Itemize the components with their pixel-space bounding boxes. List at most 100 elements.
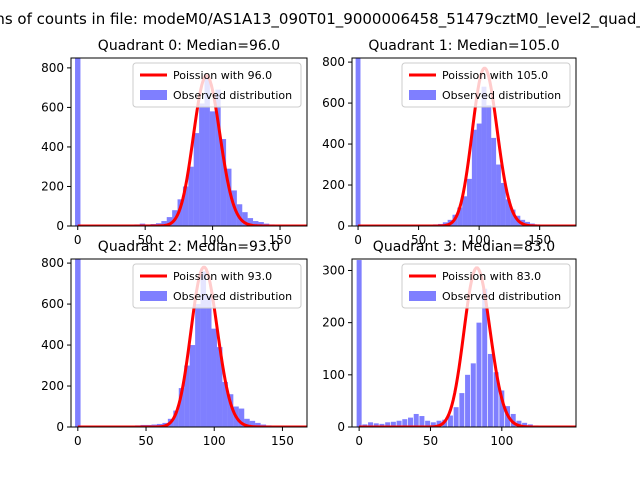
histogram-bar xyxy=(258,222,264,226)
histogram-bar xyxy=(465,374,471,427)
legend-label-poisson: Poission with 96.0 xyxy=(173,69,272,82)
histogram-bar xyxy=(413,413,419,427)
histogram-bar xyxy=(178,388,185,427)
y-tick-label: 800 xyxy=(322,55,345,69)
histogram-bar xyxy=(238,408,245,427)
histogram-bar xyxy=(462,196,468,226)
y-tick-label: 600 xyxy=(41,100,64,114)
x-tick-label: 100 xyxy=(201,233,224,247)
histogram-bar xyxy=(499,390,505,427)
histogram-bar xyxy=(184,365,190,427)
y-tick-label: 800 xyxy=(41,256,64,270)
legend-label-poisson: Poission with 83.0 xyxy=(442,270,541,283)
legend-label-poisson: Poission with 93.0 xyxy=(173,270,272,283)
histogram-bar xyxy=(500,182,506,226)
histogram-bar xyxy=(249,420,256,427)
histogram-bar xyxy=(482,288,488,427)
x-tick-label: 100 xyxy=(203,434,226,448)
x-tick-label: 150 xyxy=(269,233,292,247)
histogram-bar xyxy=(396,420,402,427)
x-tick-label: 150 xyxy=(271,434,294,448)
histogram-bar xyxy=(253,221,259,226)
histogram-bar xyxy=(242,212,248,226)
legend-patch-swatch xyxy=(140,90,167,100)
histogram-bar xyxy=(356,260,362,427)
histogram-bar xyxy=(209,111,216,226)
axes-title: Quadrant 3: Median=83.0 xyxy=(373,239,555,255)
histogram-bar xyxy=(476,322,482,427)
histogram-bar xyxy=(355,58,361,226)
x-tick-label: 50 xyxy=(423,434,438,448)
y-tick-label: 200 xyxy=(322,178,345,192)
histogram-bar xyxy=(516,420,522,427)
legend: Poission with 93.0 Observed distribution xyxy=(132,263,302,309)
histogram-bar xyxy=(430,422,436,427)
histogram-bar xyxy=(476,123,482,226)
histogram-bar xyxy=(173,410,179,427)
histogram-bar xyxy=(510,209,516,226)
histogram-bar xyxy=(226,168,232,226)
legend-label-observed: Observed distribution xyxy=(442,290,561,303)
x-tick-label: 100 xyxy=(468,233,491,247)
histogram-bar xyxy=(425,420,431,427)
axes-title: Quadrant 2: Median=93.0 xyxy=(98,239,280,255)
histogram-bar xyxy=(166,217,173,226)
quadrant-2-panel: 0 50 100 150 0 200 400 600 800 Quadrant 2: Median… xyxy=(41,239,308,448)
x-tick-label: 150 xyxy=(528,233,551,247)
legend-box xyxy=(401,263,571,309)
legend-box xyxy=(132,62,302,108)
histogram-bar xyxy=(177,199,183,226)
legend-label-observed: Observed distribution xyxy=(173,89,292,102)
y-tick-label: 600 xyxy=(41,297,64,311)
legend-label-observed: Observed distribution xyxy=(442,89,561,102)
histogram-bar xyxy=(467,178,472,226)
histogram-bar xyxy=(496,164,501,226)
histogram-bar xyxy=(373,423,379,427)
y-tick-label: 300 xyxy=(322,263,345,277)
quadrant-3-panel: 0 50 100 0 100 200 300 Quadrant 3: Median=83.0 P… xyxy=(322,239,577,448)
y-tick-label: 0 xyxy=(337,420,345,434)
axes-title: Quadrant 0: Median=96.0 xyxy=(98,38,280,54)
x-tick-label: 50 xyxy=(138,233,153,247)
legend-box xyxy=(401,62,571,108)
y-tick-label: 200 xyxy=(41,179,64,193)
histogram-bar xyxy=(487,353,493,427)
histogram-bar xyxy=(505,199,511,226)
quadrant-1-panel: 0 50 100 150 0 200 400 600 800 Quadrant 1: Median… xyxy=(322,38,577,247)
histogram-bar xyxy=(204,75,210,226)
poisson-curve xyxy=(77,265,307,427)
y-tick-label: 0 xyxy=(56,219,64,233)
x-tick-label: 0 xyxy=(354,233,362,247)
histogram-bar xyxy=(244,418,250,427)
legend-label-observed: Observed distribution xyxy=(173,290,292,303)
histogram-bar xyxy=(402,419,408,427)
histogram-bar xyxy=(189,345,196,427)
x-tick-label: 0 xyxy=(355,434,363,448)
histogram-bar xyxy=(75,259,81,427)
histogram-bar xyxy=(471,129,477,226)
legend-patch-swatch xyxy=(409,90,436,100)
axes-frame xyxy=(351,57,577,227)
y-tick-label: 200 xyxy=(41,379,64,393)
histogram-bar xyxy=(247,218,254,226)
histogram-bar xyxy=(216,347,223,427)
histogram-bar xyxy=(459,393,465,427)
histogram-bar xyxy=(453,407,459,427)
x-tick-label: 50 xyxy=(138,434,153,448)
histogram-bar xyxy=(199,103,205,226)
legend: Poission with 83.0 Observed distribution xyxy=(401,263,571,309)
axes-frame xyxy=(70,258,308,428)
histogram-bar xyxy=(195,304,201,427)
legend: Poission with 105.0 Observed distribution xyxy=(401,62,571,108)
y-tick-label: 400 xyxy=(41,140,64,154)
histogram-bar xyxy=(368,422,374,427)
histogram-bar xyxy=(379,423,385,427)
legend-patch-swatch xyxy=(409,291,436,301)
histogram-bar xyxy=(408,417,413,427)
axes-frame xyxy=(351,258,577,428)
legend-box xyxy=(132,263,302,309)
histogram-bar xyxy=(182,186,189,226)
y-tick-label: 400 xyxy=(322,137,345,151)
